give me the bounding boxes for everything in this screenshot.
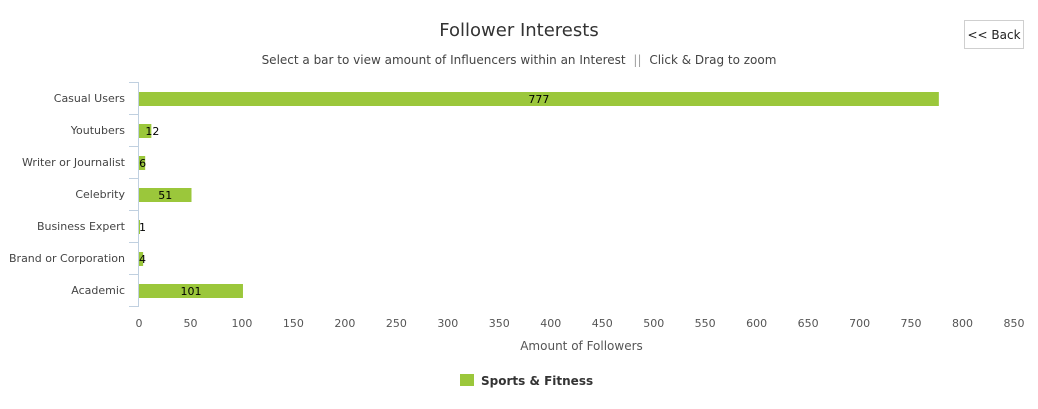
x-tick-label: 500 <box>643 317 664 330</box>
category-label: Writer or Journalist <box>22 156 126 169</box>
subtitle-separator: || <box>633 53 641 67</box>
x-tick-label: 850 <box>1004 317 1025 330</box>
x-tick-label: 150 <box>283 317 304 330</box>
x-tick-label: 800 <box>952 317 973 330</box>
data-label: 1 <box>139 221 146 234</box>
subtitle-zoom-hint: Click & Drag to zoom <box>649 53 776 67</box>
legend-swatch[interactable] <box>460 374 474 386</box>
bar[interactable] <box>139 284 243 298</box>
bar[interactable] <box>139 92 939 106</box>
x-tick-label: 250 <box>386 317 407 330</box>
category-label: Brand or Corporation <box>9 252 125 265</box>
chart-subtitle: Select a bar to view amount of Influence… <box>262 53 777 67</box>
category-label: Casual Users <box>54 92 125 105</box>
chart-title: Follower Interests <box>439 20 598 41</box>
subtitle-instruction: Select a bar to view amount of Influence… <box>262 53 626 67</box>
x-tick-label: 300 <box>437 317 458 330</box>
category-label: Youtubers <box>70 124 126 137</box>
x-tick-label: 200 <box>334 317 355 330</box>
x-tick-label: 700 <box>849 317 870 330</box>
x-tick-label: 650 <box>798 317 819 330</box>
category-label: Business Expert <box>37 220 126 233</box>
data-label: 51 <box>158 189 172 202</box>
x-tick-label: 100 <box>231 317 252 330</box>
x-tick-label: 450 <box>592 317 613 330</box>
category-label: Academic <box>71 284 125 297</box>
data-label: 12 <box>145 125 159 138</box>
category-label: Celebrity <box>75 188 125 201</box>
bar[interactable] <box>139 252 144 266</box>
x-tick-label: 600 <box>746 317 767 330</box>
x-tick-label: 750 <box>901 317 922 330</box>
data-label: 777 <box>528 93 549 106</box>
bar[interactable] <box>139 156 146 170</box>
x-tick-label: 400 <box>540 317 561 330</box>
bar[interactable] <box>139 124 152 138</box>
x-tick-label: 550 <box>695 317 716 330</box>
back-button[interactable]: << Back <box>964 20 1024 49</box>
bar[interactable] <box>139 220 141 234</box>
x-tick-label: 50 <box>183 317 197 330</box>
x-tick-label: 0 <box>136 317 143 330</box>
plot-area: Casual Users 777 Youtubers 12 Writer or Jour… <box>9 82 1025 353</box>
bar[interactable] <box>139 188 192 202</box>
legend[interactable]: Sports & Fitness <box>460 374 593 388</box>
data-label: 4 <box>139 253 146 266</box>
legend-label[interactable]: Sports & Fitness <box>481 374 593 388</box>
x-axis-title: Amount of Followers <box>520 339 643 353</box>
data-label: 101 <box>180 285 201 298</box>
data-label: 6 <box>139 157 146 170</box>
x-tick-label: 350 <box>489 317 510 330</box>
